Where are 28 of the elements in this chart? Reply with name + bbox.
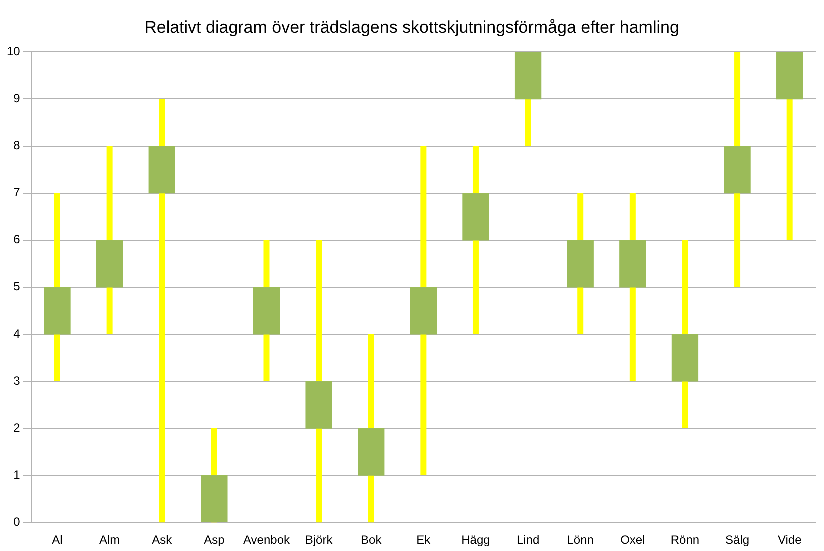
- x-tick-label: Hägg: [462, 533, 490, 548]
- chart-title: Relativt diagram över trädslagens skottskjutningsförmåga efter hamling: [144, 18, 680, 39]
- x-tick-label: Asp: [204, 533, 226, 548]
- x-tick-label: Ek: [416, 533, 432, 548]
- x-tick-label: Avenbok: [244, 533, 291, 548]
- y-tick-label: 8: [14, 138, 21, 153]
- x-tick-label: Alm: [99, 533, 120, 548]
- y-tick-label: 7: [14, 186, 21, 200]
- x-tick-label: Al: [52, 533, 63, 548]
- y-tick-label: 9: [14, 92, 21, 106]
- x-tick-label: Lind: [516, 533, 540, 548]
- x-tick-label: Björk: [305, 533, 334, 548]
- x-tick-label: Oxel: [620, 533, 646, 548]
- y-tick-label: 6: [14, 232, 21, 247]
- x-tick-label: Ask: [152, 533, 174, 548]
- y-tick-label: 5: [14, 280, 21, 294]
- y-tick-label: 3: [14, 374, 21, 388]
- x-tick-label: Rönn: [670, 533, 700, 548]
- x-tick-label: Bok: [361, 533, 383, 548]
- x-tick-label: Lönn: [567, 533, 594, 548]
- y-tick-label: 10: [6, 44, 21, 59]
- x-tick-label: Sälg: [726, 533, 750, 548]
- y-tick-label: 4: [14, 326, 21, 341]
- y-tick-label: 0: [14, 514, 21, 529]
- candlestick: [148, 99, 176, 523]
- y-tick-label: 1: [14, 468, 21, 482]
- x-tick-label: Vide: [778, 533, 802, 548]
- y-tick-label: 2: [14, 420, 21, 435]
